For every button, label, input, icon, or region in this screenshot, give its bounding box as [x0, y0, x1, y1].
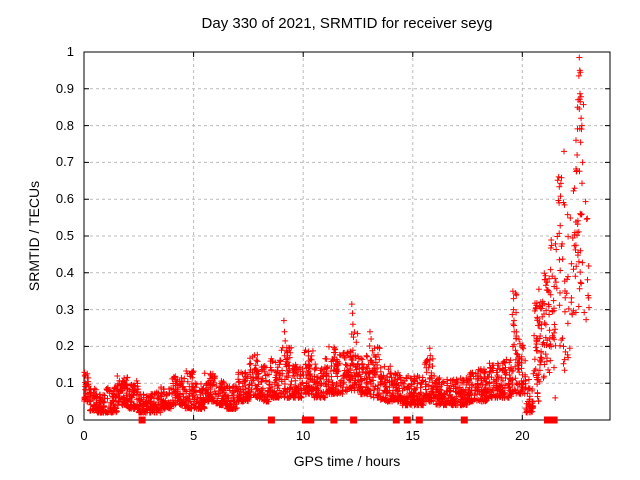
y-tick-label: 0.4: [55, 264, 74, 280]
y-tick-label: 0.1: [55, 375, 74, 391]
y-tick-label: 0.6: [55, 191, 74, 207]
x-tick-label: 15: [405, 428, 420, 443]
y-tick-label: 0.8: [55, 117, 74, 133]
x-tick-label: 0: [80, 428, 88, 443]
y-tick-label: 1: [66, 44, 74, 59]
x-tick-label: 10: [295, 428, 311, 443]
x-tick-label: 20: [515, 428, 530, 443]
grid-lines: [84, 52, 610, 420]
x-axis-label: GPS time / hours: [293, 453, 401, 469]
y-tick-label: 0.7: [55, 154, 74, 170]
y-tick-label: 0.5: [55, 228, 74, 243]
y-tick-label: 0.2: [55, 338, 74, 354]
axis-tick-marks: [83, 51, 610, 421]
y-tick-label: 0: [66, 412, 74, 427]
y-tick-label: 0.3: [55, 301, 74, 317]
x-tick-label: 5: [189, 428, 198, 443]
chart-title: Day 330 of 2021, SRMTID for receiver sey…: [201, 15, 493, 32]
scatter-points: [81, 54, 592, 416]
y-tick-label: 0.9: [55, 80, 74, 96]
